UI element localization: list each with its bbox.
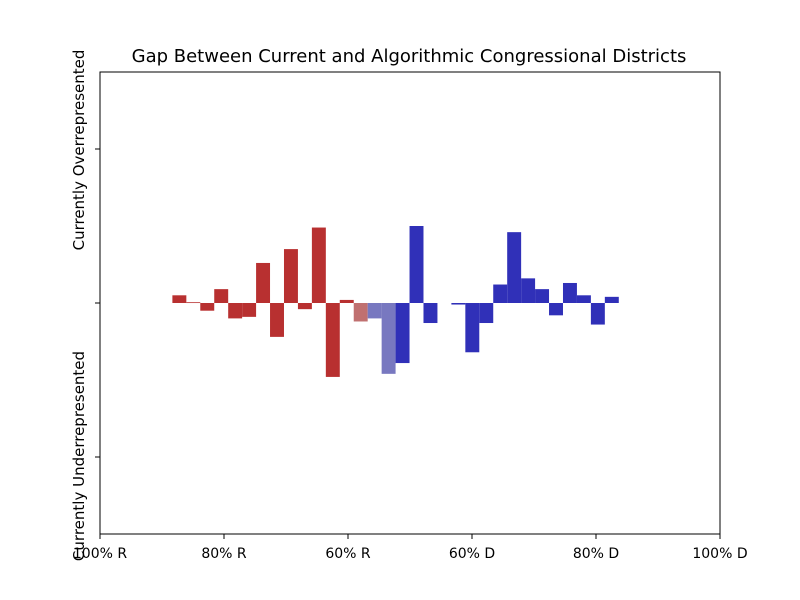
x-tick-label-0: 100% R (73, 546, 127, 562)
y-label-top: Currently Overrepresented (70, 50, 88, 251)
bar-13 (353, 303, 368, 322)
bars-group (172, 226, 619, 377)
chart-title: Gap Between Current and Algorithmic Cong… (132, 46, 687, 67)
bar-16 (395, 303, 410, 364)
bar-8 (283, 249, 298, 303)
bar-0 (172, 295, 187, 303)
bar-11 (325, 303, 340, 377)
bar-9 (297, 303, 312, 310)
bar-10 (311, 227, 326, 303)
bar-5 (242, 303, 257, 317)
x-tick-label-4: 80% D (573, 546, 619, 562)
bar-14 (367, 303, 382, 319)
bar-28 (576, 295, 591, 303)
x-ticks: 100% R 80% R 60% R 60% D 80% D 100% D (73, 534, 748, 562)
bar-20 (465, 303, 480, 353)
bar-1 (186, 302, 201, 304)
bar-30 (604, 296, 619, 303)
bar-19 (451, 303, 466, 305)
bar-26 (549, 303, 563, 316)
bar-4 (228, 303, 243, 319)
bar-27 (562, 282, 577, 303)
bar-3 (214, 289, 229, 303)
bar-23 (507, 232, 522, 303)
bar-22 (493, 284, 508, 303)
bar-25 (535, 289, 550, 303)
bar-29 (590, 303, 605, 325)
x-tick-label-1: 80% R (201, 546, 247, 562)
bar-2 (200, 303, 215, 311)
bar-21 (479, 303, 494, 324)
y-label-bottom: Currently Underrepresented (70, 351, 88, 561)
bar-24 (521, 278, 536, 303)
bar-7 (270, 303, 284, 337)
bar-18 (423, 303, 438, 324)
x-tick-label-5: 100% D (692, 546, 747, 562)
x-tick-label-3: 60% D (449, 546, 495, 562)
bar-15 (381, 303, 396, 374)
bar-12 (339, 299, 354, 303)
bar-17 (409, 226, 424, 303)
y-ticks (95, 148, 100, 458)
x-tick-label-2: 60% R (325, 546, 371, 562)
bar-6 (256, 262, 271, 303)
